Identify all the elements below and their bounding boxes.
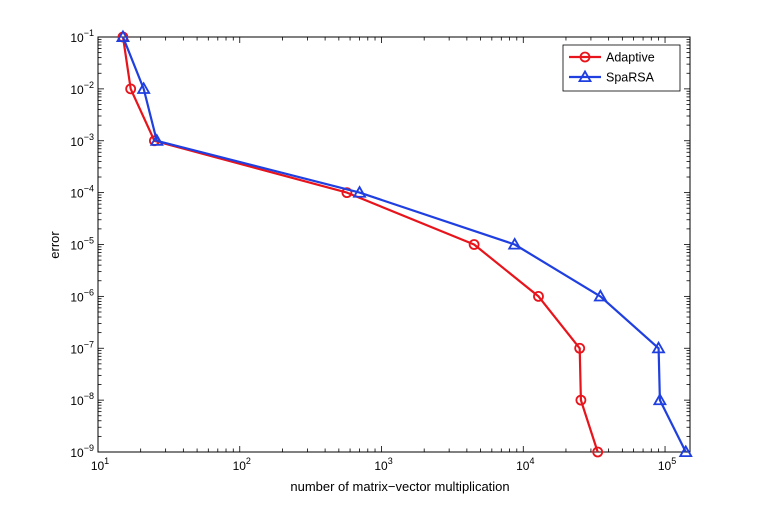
x-tick-label-text: 102 [233, 456, 251, 473]
y-tick-label-text: 10−1 [70, 28, 94, 45]
x-tick-label-text: 101 [91, 456, 109, 473]
data-point [652, 392, 667, 406]
x-tick-label-text: 105 [658, 456, 676, 473]
legend-label: Adaptive [606, 51, 655, 65]
data-point [592, 446, 604, 458]
data-point [507, 237, 522, 250]
x-tick-label-text: 103 [374, 456, 392, 473]
y-tick-label-text: 10−8 [70, 391, 94, 408]
series-line [121, 36, 687, 453]
data-point [575, 394, 587, 406]
y-tick-label-text: 10−5 [70, 236, 94, 253]
x-tick-label: 103 [374, 456, 392, 473]
y-tick-label: 10−8 [70, 391, 94, 408]
legend-item: SpaRSA [569, 69, 655, 85]
data-point [651, 340, 666, 354]
x-tick-label: 102 [233, 456, 251, 473]
data-point [574, 342, 586, 354]
data-point [136, 81, 151, 94]
y-tick-label-text: 10−6 [70, 287, 94, 304]
y-tick-label-text: 10−9 [70, 443, 94, 460]
x-tick-label-text: 104 [516, 456, 534, 473]
y-axis-label: error [47, 231, 62, 259]
data-point [125, 83, 137, 95]
data-point [149, 133, 164, 146]
legend-item: Adaptive [569, 51, 655, 65]
plot-area: 101 102 103 104 105 10−1 10−2 10−3 10−4 10−5 10−6 1… [70, 28, 693, 473]
x-tick-label: 104 [516, 456, 534, 473]
data-point [341, 187, 353, 199]
y-tick-label-text: 10−7 [70, 339, 94, 356]
y-tick-label: 10−6 [70, 287, 94, 304]
legend-marker [577, 69, 593, 83]
legend: Adaptive SpaRSA [562, 44, 681, 92]
plot-frame [97, 36, 691, 453]
data-point [115, 29, 131, 43]
series-adaptive [117, 31, 604, 458]
data-point [352, 185, 367, 198]
x-tick-label: 101 [91, 456, 109, 473]
legend-label: SpaRSA [606, 71, 655, 85]
y-tick-label: 10−5 [70, 236, 94, 253]
y-tick-label-text: 10−2 [70, 80, 94, 97]
y-tick-label: 10−3 [70, 132, 94, 149]
legend-marker [579, 51, 591, 63]
data-point [468, 239, 480, 250]
y-tick-label-text: 10−4 [70, 184, 94, 201]
data-point [533, 290, 544, 302]
data-point [593, 289, 608, 302]
axis-ticks [97, 36, 690, 453]
y-tick-label: 10−1 [70, 28, 94, 45]
series-line [121, 36, 599, 453]
y-tick-label: 10−9 [70, 443, 94, 460]
y-tick-label: 10−2 [70, 80, 94, 97]
data-point [678, 444, 693, 458]
x-tick-label: 105 [658, 456, 676, 473]
series-sparsa [115, 29, 693, 458]
y-tick-label: 10−4 [70, 184, 94, 201]
y-tick-label: 10−7 [70, 339, 94, 356]
x-axis-label: number of matrix−vector multiplication [290, 479, 509, 494]
y-tick-label-text: 10−3 [70, 132, 94, 149]
